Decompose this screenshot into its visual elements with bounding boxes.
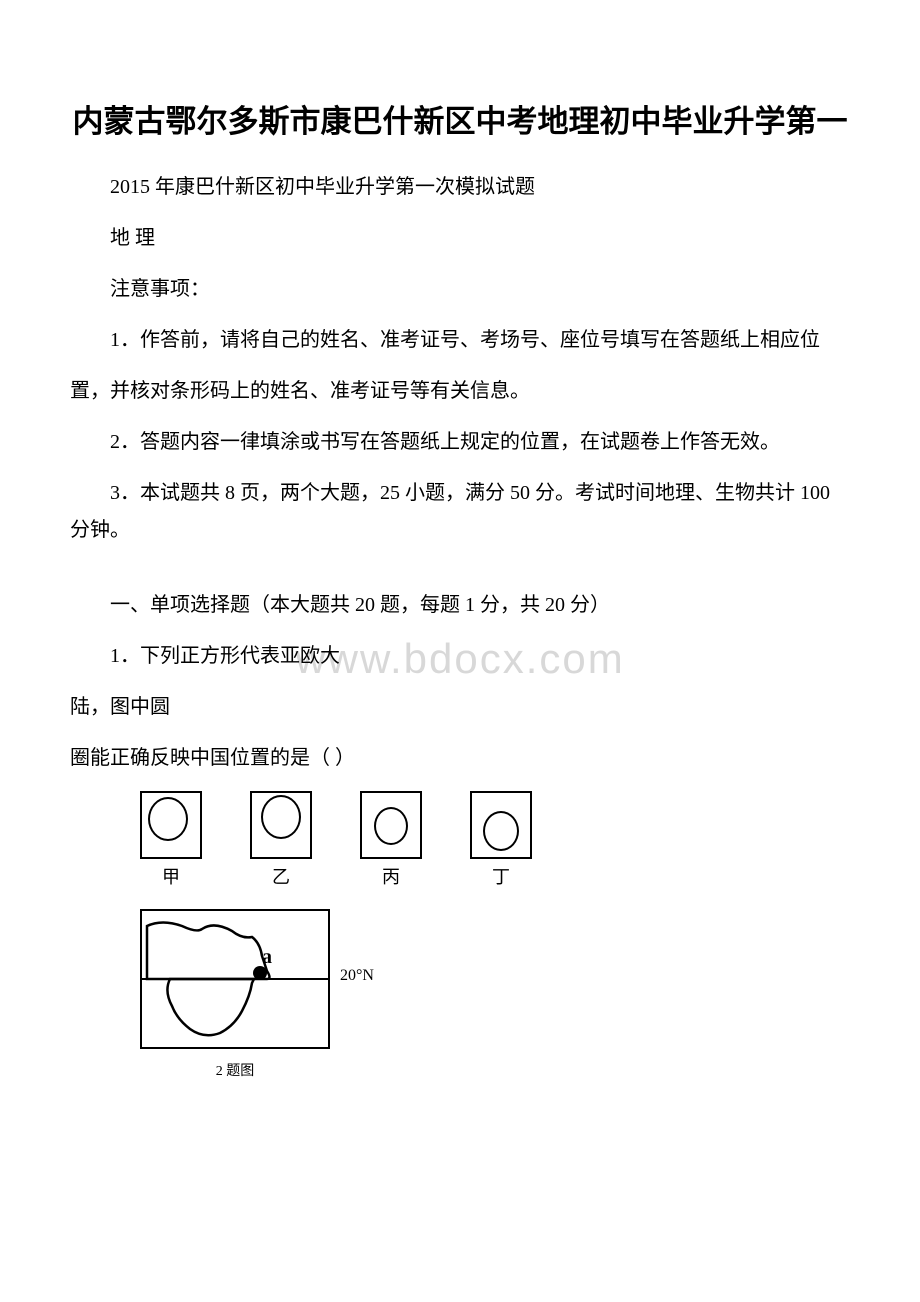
option-c-label: 丙 (382, 863, 400, 889)
subject-label: 地 理 (70, 220, 850, 257)
page-title: 内蒙古鄂尔多斯市康巴什新区中考地理初中毕业升学第一 (70, 100, 850, 145)
map-box: a (140, 909, 330, 1049)
option-a-label: 甲 (162, 863, 180, 889)
option-d-label: 丁 (492, 863, 510, 889)
latitude-label: 20°N (340, 967, 374, 985)
subtitle: 2015 年康巴什新区初中毕业升学第一次模拟试题 (70, 169, 850, 206)
option-c-square (360, 791, 422, 859)
option-c-circle (374, 807, 408, 845)
notice-1b: 置，并核对条形码上的姓名、准考证号等有关信息。 (70, 373, 850, 410)
option-d-circle (483, 811, 519, 851)
q1-line3: 圈能正确反映中国位置的是（ ） (70, 740, 850, 777)
notice-1a: 1．作答前，请将自己的姓名、准考证号、考场号、座位号填写在答题纸上相应位 (70, 322, 850, 359)
continent-north (147, 922, 270, 979)
map-svg: a (142, 911, 330, 1049)
map-caption: 2 题图 (140, 1060, 330, 1080)
notice-2: 2．答题内容一律填涂或书写在答题纸上规定的位置，在试题卷上作答无效。 (70, 424, 850, 461)
notice-3: 3．本试题共 8 页，两个大题，25 小题，满分 50 分。考试时间地理、生物共… (70, 475, 850, 549)
q1-line1: 1．下列正方形代表亚欧大 (70, 638, 850, 675)
option-b-circle (261, 795, 301, 839)
section-1-header: 一、单项选择题（本大题共 20 题，每题 1 分，共 20 分） (70, 587, 850, 624)
continent-south (167, 979, 254, 1035)
option-a: 甲 (140, 791, 202, 889)
map-point-label: a (262, 946, 272, 968)
map-container: a 20°N (140, 909, 330, 1049)
q1-options-row: 甲 乙 丙 丁 (140, 791, 850, 889)
document-content: 内蒙古鄂尔多斯市康巴什新区中考地理初中毕业升学第一 2015 年康巴什新区初中毕… (70, 100, 850, 1080)
q2-map-figure: a 20°N 2 题图 (140, 909, 850, 1080)
option-d: 丁 (470, 791, 532, 889)
option-b: 乙 (250, 791, 312, 889)
option-a-circle (148, 797, 188, 841)
option-d-square (470, 791, 532, 859)
option-b-square (250, 791, 312, 859)
option-a-square (140, 791, 202, 859)
q1-line2: 陆，图中圆 (70, 689, 850, 726)
map-point-a (253, 966, 267, 980)
notice-header: 注意事项： (70, 271, 850, 308)
option-b-label: 乙 (272, 863, 290, 889)
option-c: 丙 (360, 791, 422, 889)
